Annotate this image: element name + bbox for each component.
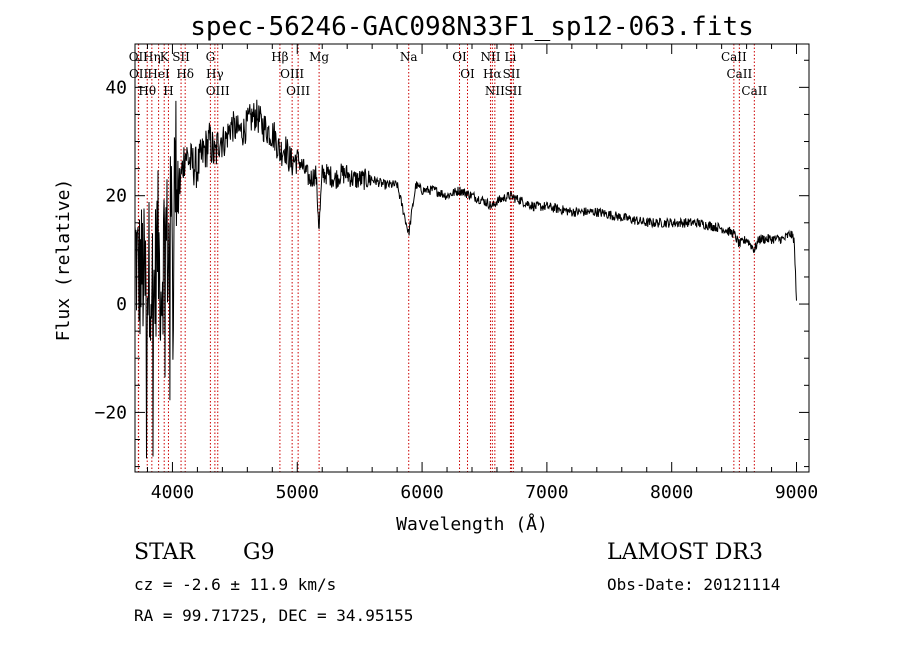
line-label: SII: [503, 67, 521, 81]
spectral-line-markers: [137, 44, 755, 472]
redshift-value: cz = -2.6 ± 11.9 km/s: [134, 575, 336, 594]
line-label: SII: [504, 84, 522, 98]
x-tick-label: 7000: [525, 482, 568, 503]
line-label: OIII: [280, 67, 304, 81]
line-label: OIII: [286, 84, 310, 98]
x-axis-label: Wavelength (Å): [396, 513, 548, 535]
x-tick-label: 6000: [400, 482, 443, 503]
line-label: OII: [129, 67, 149, 81]
line-label: Hθ: [138, 84, 156, 98]
x-tick-label: 8000: [650, 482, 693, 503]
y-axis-ticks: −20 0 20 40: [94, 59, 809, 468]
x-axis-ticks: 4000 5000 6000 7000 8000 9000: [146, 44, 818, 503]
x-tick-label: 9000: [775, 482, 818, 503]
y-tick-label: 40: [105, 77, 127, 98]
line-label: Hβ: [271, 50, 288, 64]
line-label: OIII: [206, 84, 230, 98]
line-label: SII: [172, 50, 190, 64]
line-label: HeI: [147, 67, 170, 81]
line-label: Hα: [483, 67, 502, 81]
y-tick-label: 20: [105, 186, 127, 207]
line-label: K: [160, 50, 170, 64]
object-class: STAR: [134, 540, 196, 565]
x-tick-label: 5000: [276, 482, 319, 503]
line-label: CaII: [741, 84, 767, 98]
object-subclass: G9: [243, 540, 275, 565]
line-label: OI: [460, 67, 475, 81]
line-label: G: [206, 50, 216, 64]
line-label: OI: [452, 50, 467, 64]
coordinates: RA = 99.71725, DEC = 34.95155: [134, 606, 413, 625]
line-label: Hγ: [206, 67, 224, 81]
observation-date: Obs-Date: 20121114: [607, 575, 780, 594]
line-label: Mg: [309, 50, 329, 64]
line-label: H: [163, 84, 173, 98]
line-label: Li: [505, 50, 517, 64]
spectrum-line: [134, 99, 797, 459]
x-tick-label: 4000: [151, 482, 194, 503]
survey-name: LAMOST DR3: [607, 540, 763, 565]
line-label: Hη: [143, 50, 161, 64]
y-tick-label: −20: [94, 402, 127, 423]
line-label: NII: [480, 50, 500, 64]
line-label: Na: [400, 50, 418, 64]
line-label: OII: [129, 50, 149, 64]
line-label: CaII: [721, 50, 747, 64]
line-label: NII: [485, 84, 505, 98]
spectral-line-labels: OII OII Hθ Hη HeI K H SII Hδ G Hγ OIII Hβ OIII OIII Mg N…: [129, 50, 768, 98]
line-label: CaII: [726, 67, 752, 81]
y-axis-label: Flux (relative): [53, 179, 74, 342]
chart-title: spec-56246-GAC098N33F1_sp12-063.fits: [190, 12, 754, 42]
line-label: Hδ: [176, 67, 194, 81]
y-tick-label: 0: [116, 294, 127, 315]
